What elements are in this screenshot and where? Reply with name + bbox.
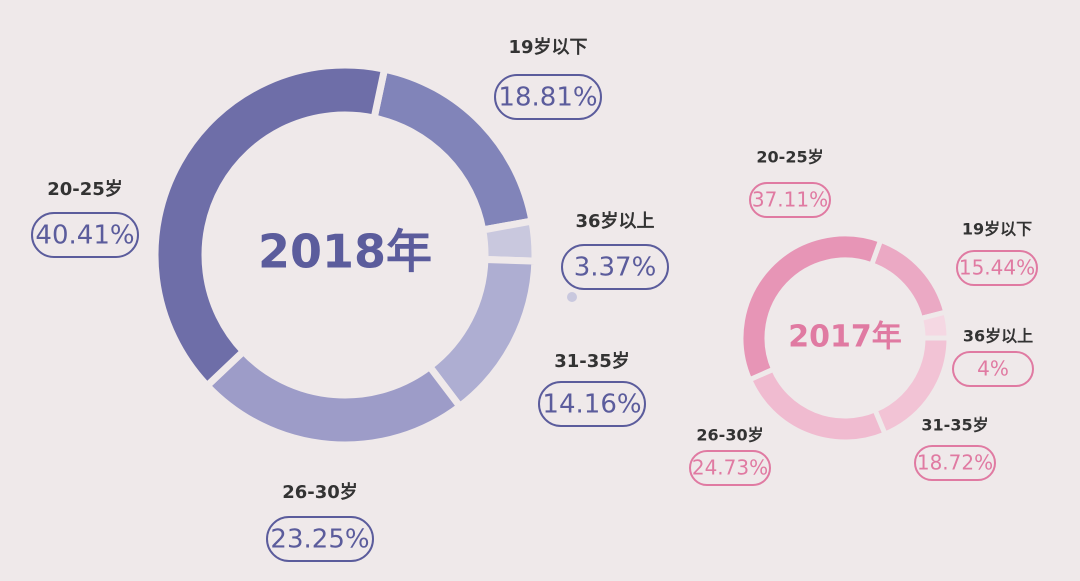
value-box (689, 450, 771, 486)
value-label: 3.37% (574, 253, 657, 283)
decor-dot (567, 292, 577, 302)
value-label: 24.73% (692, 456, 768, 480)
value-box (494, 74, 602, 120)
category-label: 31-35岁 (554, 350, 630, 372)
donut-segment (738, 231, 884, 383)
value-box (561, 244, 669, 290)
value-box (266, 516, 374, 562)
chart-title: 2017年 (788, 320, 902, 355)
value-label: 40.41% (35, 221, 134, 251)
category-label: 26-30岁 (282, 481, 358, 503)
category-label: 19岁以下 (508, 36, 587, 58)
value-label: 18.81% (498, 83, 597, 113)
value-label: 15.44% (959, 256, 1035, 280)
value-label: 37.11% (752, 188, 828, 212)
category-label: 20-25岁 (756, 148, 823, 167)
category-label: 31-35岁 (921, 416, 988, 435)
chart-title: 2018年 (258, 225, 432, 279)
value-label: 18.72% (917, 451, 993, 475)
donut-segment (202, 346, 465, 449)
value-box (749, 182, 831, 218)
donut-segment (917, 309, 952, 341)
value-label: 14.16% (542, 390, 641, 420)
value-box (952, 351, 1034, 387)
category-label: 36岁以上 (963, 327, 1033, 346)
value-box (538, 381, 646, 427)
category-label: 20-25岁 (47, 178, 123, 200)
category-label: 19岁以下 (962, 220, 1032, 239)
category-label: 36岁以上 (575, 210, 654, 232)
donut-segment (868, 237, 949, 322)
category-label: 26-30岁 (696, 426, 763, 445)
value-label: 4% (977, 357, 1009, 381)
donut-segment (478, 217, 539, 265)
donut-segment (151, 61, 389, 391)
donut-segment (746, 365, 889, 445)
value-box (31, 212, 139, 258)
value-label: 23.25% (270, 525, 369, 555)
value-box (914, 445, 996, 481)
value-box (956, 250, 1038, 286)
